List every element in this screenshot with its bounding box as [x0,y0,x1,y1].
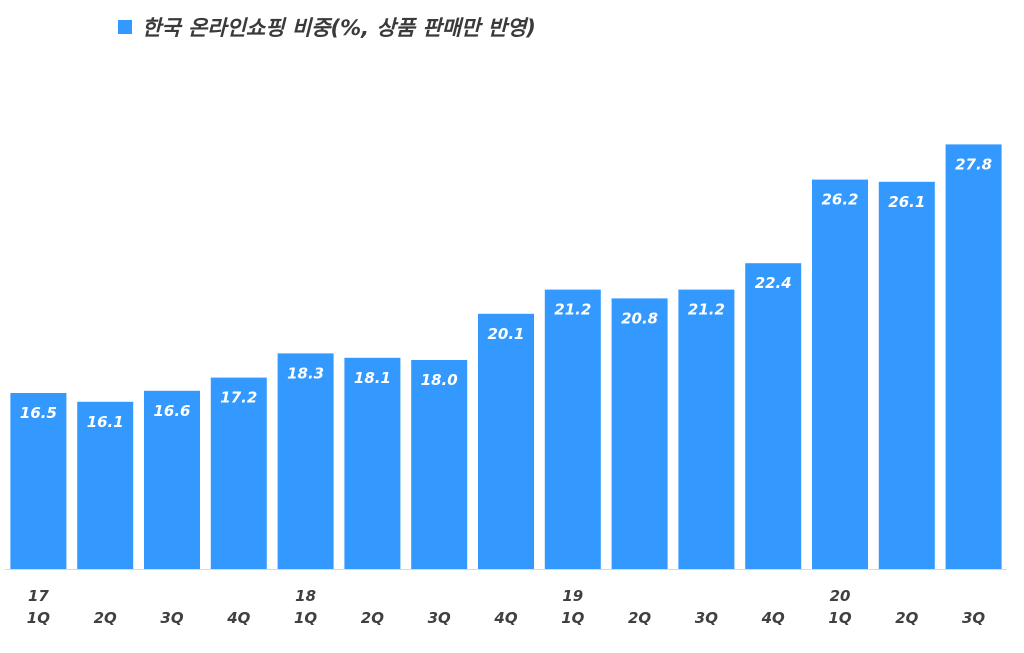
bar-value-label: 26.2 [821,191,858,209]
bar-value-label: 21.2 [688,301,725,319]
legend: 한국 온라인쇼핑 비중(%, 상품 판매만 반영) [118,12,536,42]
bar [210,377,267,569]
bar [611,298,668,569]
bar [478,313,534,569]
bar [745,263,802,569]
x-tick-quarter-label: 1Q [27,609,50,627]
bar [544,289,601,569]
x-tick-quarter-label: 3Q [428,609,451,627]
bar-value-label: 17.2 [220,389,257,407]
bar [812,179,868,569]
x-tick-year-label: 20 [830,587,851,605]
bar [878,181,935,570]
bar-value-label: 16.1 [87,413,124,431]
x-tick-year-label: 17 [28,587,49,605]
bar-value-label: 22.4 [755,274,792,292]
bar-value-label: 26.1 [888,193,925,211]
bar-value-label: 16.6 [153,402,190,420]
bar [411,360,468,569]
x-tick-quarter-label: 2Q [361,609,384,627]
x-tick-quarter-label: 2Q [94,609,117,627]
x-tick-quarter-label: 2Q [628,609,651,627]
bar-value-label: 27.8 [955,155,992,173]
bar [945,144,1002,569]
bar-value-label: 20.1 [487,325,524,343]
bar [344,357,401,569]
bar [10,393,67,569]
bar [678,289,735,569]
x-tick-year-label: 19 [562,587,583,605]
bar-value-label: 18.0 [421,371,458,389]
bar-value-label: 21.2 [554,301,591,319]
bar-value-label: 20.8 [621,309,658,327]
bar [77,401,134,569]
legend-label: 한국 온라인쇼핑 비중(%, 상품 판매만 반영) [142,16,536,40]
x-tick-quarter-label: 1Q [561,609,584,627]
x-tick-quarter-label: 3Q [695,609,718,627]
bar-value-label: 18.3 [287,364,324,382]
x-tick-quarter-label: 4Q [761,609,785,627]
x-tick-quarter-label: 4Q [226,609,250,627]
bar-value-label: 18.1 [354,369,391,387]
x-tick-quarter-label: 2Q [895,609,918,627]
legend-swatch [118,20,132,34]
bar [144,390,200,569]
x-tick-quarter-label: 3Q [962,609,985,627]
x-tick-quarter-label: 3Q [160,609,183,627]
x-tick-quarter-label: 1Q [294,609,317,627]
bar-value-label: 16.5 [20,404,57,422]
x-tick-quarter-label: 1Q [828,609,851,627]
x-tick-year-label: 18 [295,587,316,605]
x-tick-quarter-label: 4Q [493,609,517,627]
bar [277,353,334,569]
